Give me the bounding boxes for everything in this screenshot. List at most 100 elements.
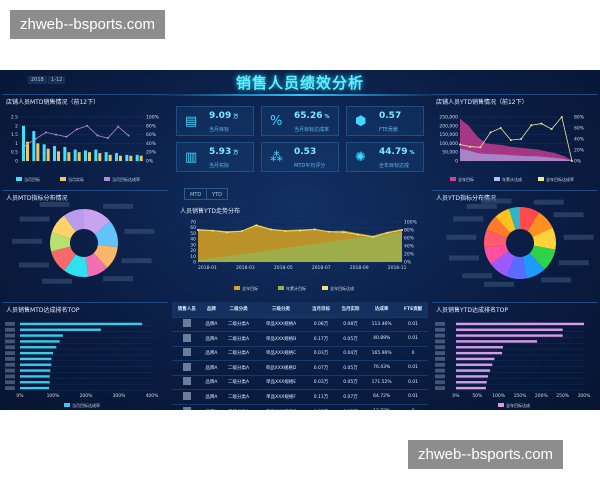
bar bbox=[20, 357, 52, 361]
table-row[interactable]: 品牌A二级分类A单品XXX规格G0.15万0.02万13.72%0 bbox=[172, 403, 428, 410]
y2-tick-label: 60% bbox=[146, 132, 157, 138]
table-row[interactable]: 品牌A 二级分类A 单品XXX规格E 0.03万 0.05万 171.52% 0.01 bbox=[172, 374, 428, 390]
legend-swatch bbox=[104, 177, 110, 181]
rate-point bbox=[34, 138, 37, 140]
y2-tick-label: 80% bbox=[146, 123, 157, 129]
donut-slice bbox=[484, 229, 507, 248]
slice-label bbox=[453, 216, 484, 222]
table-row[interactable]: 品牌A 二级分类A 单品XXX规格A 0.08万 0.08万 113.46% 0.01 bbox=[172, 316, 428, 332]
rate-point bbox=[479, 146, 482, 149]
bar bbox=[456, 381, 487, 384]
bar bbox=[84, 150, 87, 161]
x-tick-label: 200% bbox=[535, 393, 549, 399]
y2-tick-label: 40% bbox=[146, 141, 157, 147]
bar bbox=[22, 125, 25, 161]
y-tick-label: 0 bbox=[193, 260, 196, 266]
table-row[interactable]: 品牌A 二级分类A 单品XXX规格F 0.11万 0.07万 64.72% 0.01 bbox=[172, 389, 428, 404]
bar bbox=[20, 334, 63, 337]
table-row[interactable]: 品牌A 二级分类A 单品XXX规格B 0.17万 0.05万 40.89% 0.01 bbox=[172, 331, 428, 346]
table-cell: 二级分类A bbox=[221, 316, 256, 332]
legend-label: 全年目标 bbox=[458, 176, 474, 182]
bar-label bbox=[435, 362, 445, 367]
avatar bbox=[172, 316, 202, 332]
slice-label bbox=[533, 199, 564, 205]
tab-ytd[interactable]: YTD bbox=[206, 188, 228, 200]
bar bbox=[20, 346, 57, 349]
right-mid-panel: 人员YTD指标分布情况 bbox=[432, 190, 598, 298]
bar bbox=[20, 340, 60, 343]
table-cell: 76.43% bbox=[365, 360, 399, 375]
table-cell: 0.01 bbox=[398, 331, 428, 346]
ytd-rank-chart: 0% 50% 100% 150% 200% 250% 300% 全年目标达成 bbox=[435, 322, 591, 408]
slice-label bbox=[481, 198, 512, 204]
legend-swatch bbox=[64, 403, 70, 407]
legend-label: 年累计达成 bbox=[502, 176, 522, 182]
kpi-label: MTD平均评分 bbox=[294, 163, 326, 169]
trend-point bbox=[328, 230, 331, 233]
table-cell: 0.08万 bbox=[306, 316, 336, 332]
rate-point bbox=[499, 127, 502, 129]
y2-tick-label: 80% bbox=[574, 115, 585, 121]
x-tick-label: 2018-03 bbox=[236, 265, 255, 271]
legend-label: 全年目标 bbox=[242, 285, 258, 291]
y-tick-label: 40 bbox=[190, 237, 196, 243]
year-select[interactable]: 2018 bbox=[28, 76, 47, 84]
table-cell: 0 bbox=[398, 403, 428, 410]
kpi-card: ✺ 44.79% 全年目标达成 bbox=[346, 142, 424, 172]
donut-slice bbox=[486, 216, 511, 238]
y2-tick-label: 20% bbox=[404, 252, 415, 258]
bar-label bbox=[5, 374, 15, 379]
legend-label: 当月实际 bbox=[68, 176, 84, 182]
slice-label bbox=[19, 216, 50, 222]
page-title: 销售人员绩效分析 bbox=[235, 74, 364, 92]
column-header: 当月实际 bbox=[335, 302, 366, 317]
y-tick-label: 10 bbox=[190, 254, 196, 260]
table-cell: 二级分类A bbox=[221, 389, 256, 404]
table-cell: 165.96% bbox=[365, 345, 399, 361]
donut-slice bbox=[93, 244, 118, 268]
bar bbox=[108, 154, 112, 161]
table-row[interactable]: 品牌A 二级分类A 单品XXX规格D 0.07万 0.05万 76.43% 0.01 bbox=[172, 360, 428, 375]
table-cell: 品牌A bbox=[201, 331, 222, 346]
y-tick-label: 70 bbox=[190, 220, 196, 226]
rate-point bbox=[96, 134, 99, 137]
kpi-label: 当月实际 bbox=[209, 163, 230, 169]
x-tick-label: 250% bbox=[556, 393, 570, 399]
table-cell: 二级分类A bbox=[221, 403, 256, 410]
table-row[interactable]: 品牌A 二级分类A 单品XXX规格C 0.03万 0.04万 165.96% 0 bbox=[172, 345, 428, 361]
bar bbox=[135, 154, 139, 161]
area-series bbox=[460, 118, 572, 161]
table-header-row: 销售人员 品牌 二级分类 三级分类 当月目标 当月实际 达成率 FTE贡献 bbox=[172, 302, 428, 317]
donut-slice bbox=[484, 244, 509, 265]
rate-point bbox=[509, 139, 512, 142]
slice-label bbox=[462, 273, 493, 279]
area-series bbox=[460, 148, 572, 161]
bar bbox=[456, 375, 488, 378]
tab-mtd[interactable]: MTD bbox=[184, 188, 208, 200]
month-select[interactable]: 1-12 bbox=[48, 76, 66, 84]
bar bbox=[456, 322, 584, 326]
legend-label: 年累计目标 bbox=[286, 285, 306, 291]
rate-point bbox=[469, 145, 472, 148]
slice-label bbox=[103, 203, 134, 209]
table-cell: 品牌A bbox=[201, 374, 222, 390]
table-cell: 单品XXX规格E bbox=[255, 374, 307, 390]
bar-label bbox=[5, 380, 15, 385]
y2-tick-label: 100% bbox=[146, 115, 160, 121]
bar bbox=[129, 155, 133, 161]
slice-label bbox=[466, 203, 497, 209]
bar-label bbox=[5, 333, 15, 338]
bar-label bbox=[5, 322, 15, 326]
y-tick-label: 250,000 bbox=[439, 115, 458, 121]
donut-slice bbox=[64, 209, 84, 232]
slice-label bbox=[553, 212, 584, 218]
ytd-donut-chart bbox=[446, 198, 594, 287]
table-cell: 0.03万 bbox=[306, 345, 336, 361]
slice-label bbox=[484, 281, 515, 287]
network-icon: ⁂ bbox=[270, 150, 283, 165]
legend-swatch bbox=[322, 286, 328, 290]
bar-label bbox=[435, 357, 445, 361]
column-header: 销售人员 bbox=[172, 302, 202, 317]
panel-title: 店铺人员YTD销售情况（前12下） bbox=[436, 99, 528, 106]
trend-point bbox=[284, 230, 287, 233]
